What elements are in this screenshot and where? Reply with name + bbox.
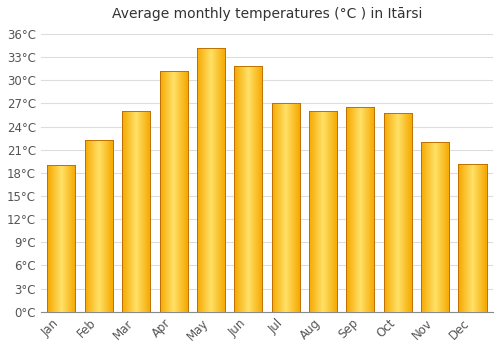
- Title: Average monthly temperatures (°C ) in Itārsi: Average monthly temperatures (°C ) in It…: [112, 7, 422, 21]
